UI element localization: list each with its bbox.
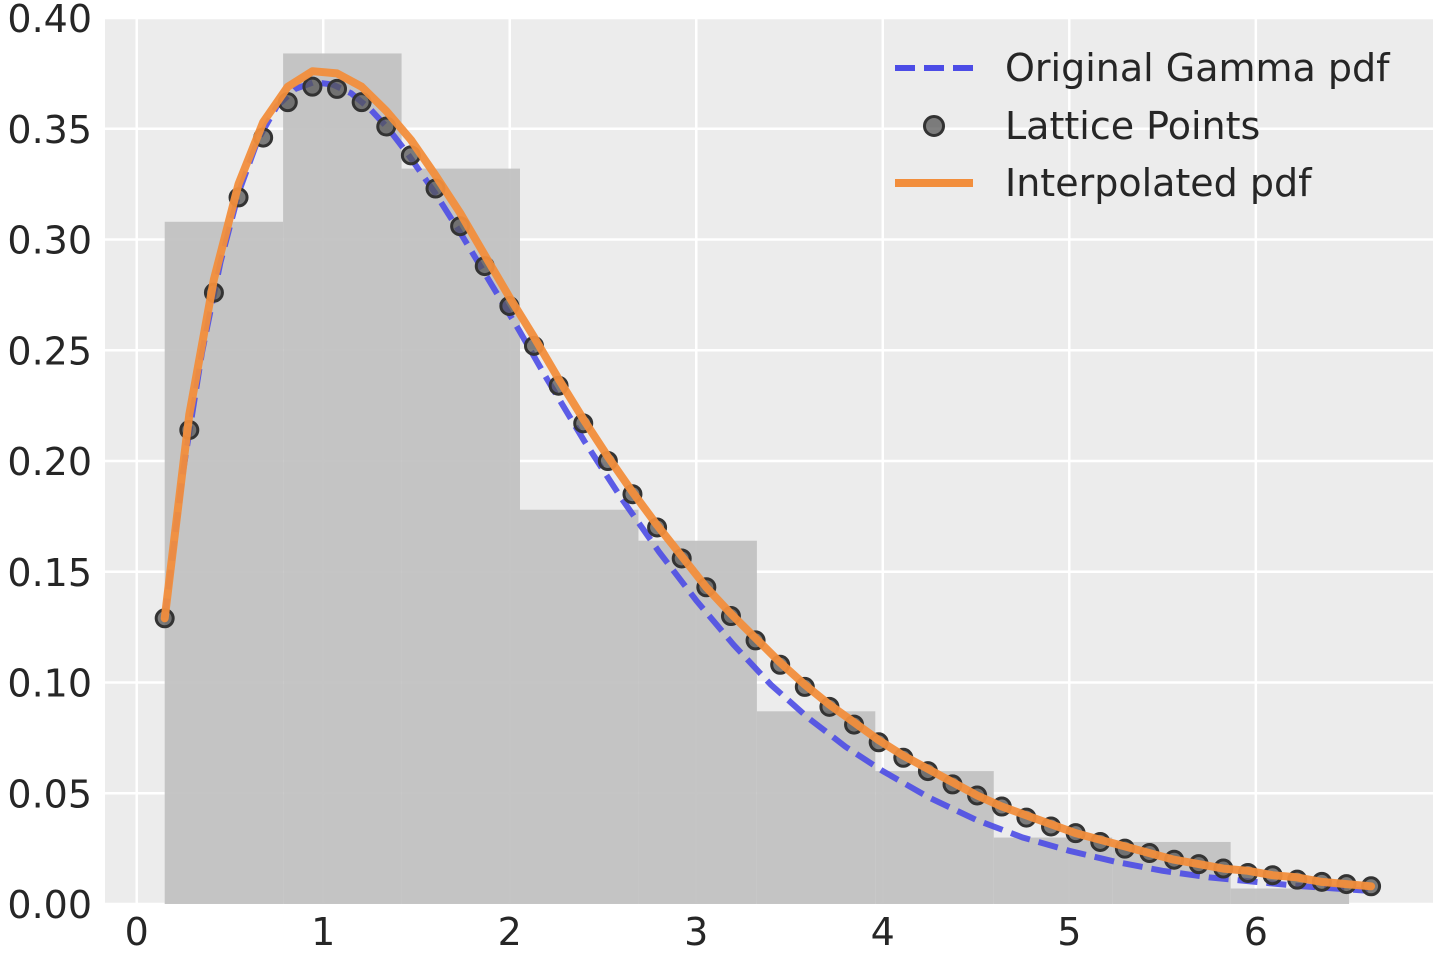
legend-swatch-lattice-points: [923, 115, 945, 137]
x-tick-labels: 0 1 2 3 4 5 6: [125, 910, 1268, 954]
y-tick-label: 0.20: [7, 440, 92, 484]
legend-label-interpolated-pdf: Interpolated pdf: [1005, 161, 1313, 205]
histogram-bar: [520, 509, 639, 904]
y-tick-labels: 0.00 0.05 0.10 0.15 0.20 0.25 0.30 0.35 0.40: [7, 0, 92, 927]
histogram-bar: [283, 53, 402, 904]
lattice-point: [351, 92, 372, 113]
histogram-bar: [638, 540, 757, 904]
histogram-bar: [164, 221, 284, 904]
x-tick-label: 2: [498, 910, 522, 954]
legend-label-original-gamma-pdf: Original Gamma pdf: [1005, 46, 1391, 90]
y-tick-label: 0.25: [7, 329, 92, 373]
y-tick-label: 0.15: [7, 551, 92, 595]
x-tick-label: 5: [1057, 910, 1081, 954]
x-tick-label: 6: [1244, 910, 1268, 954]
histogram-bar: [756, 711, 876, 904]
histogram-bar: [1230, 888, 1350, 904]
x-tick-label: 1: [311, 910, 335, 954]
histogram-bar: [401, 168, 520, 904]
series: [154, 67, 1382, 897]
histogram: [164, 53, 1350, 904]
y-tick-label: 0.35: [7, 108, 92, 152]
y-tick-label: 0.40: [7, 0, 92, 41]
lattice-point: [302, 76, 323, 97]
y-tick-label: 0.05: [7, 772, 92, 816]
x-tick-label: 4: [871, 910, 895, 954]
legend: Original Gamma pdf Lattice Points Interp…: [895, 46, 1391, 205]
y-tick-label: 0.00: [7, 883, 92, 927]
y-tick-label: 0.30: [7, 219, 92, 263]
legend-label-lattice-points: Lattice Points: [1005, 104, 1260, 148]
series-line-interpolated-pdf: [160, 67, 1376, 891]
y-tick-label: 0.10: [7, 662, 92, 706]
x-tick-label: 3: [684, 910, 708, 954]
x-tick-label: 0: [125, 910, 149, 954]
lattice-point: [327, 78, 348, 99]
